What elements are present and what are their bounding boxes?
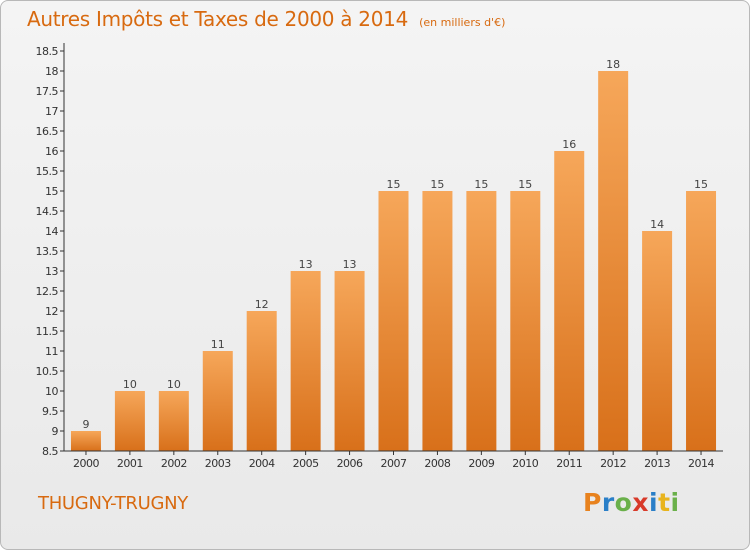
y-tick-label: 12.5 <box>36 285 59 298</box>
x-tick-label-2013: 2013 <box>644 457 670 470</box>
value-label-2002: 10 <box>167 378 181 391</box>
logo-letter: P <box>583 488 602 517</box>
bar-2007 <box>378 191 409 451</box>
value-label-2014: 15 <box>694 178 708 191</box>
x-tick-label-2006: 2006 <box>337 457 363 470</box>
value-label-2003: 11 <box>211 338 225 351</box>
y-tick-label: 14 <box>45 225 58 238</box>
y-tick-label: 10 <box>45 385 58 398</box>
bar-2004 <box>246 311 277 451</box>
x-tick-label-2003: 2003 <box>205 457 231 470</box>
value-label-2009: 15 <box>474 178 488 191</box>
y-tick-label: 9 <box>52 425 59 438</box>
proxiti-logo[interactable]: Proxiti <box>583 488 680 517</box>
y-tick-label: 16.5 <box>36 125 59 138</box>
y-tick-label: 15 <box>45 185 58 198</box>
bars-group <box>70 71 717 451</box>
y-tick-label: 14.5 <box>36 205 59 218</box>
value-labels-group: 9 10 10 11 12 13 13 15 15 15 15 16 18 14 15 <box>82 58 708 431</box>
bar-2012 <box>598 71 629 451</box>
y-tick-label: 17 <box>45 105 58 118</box>
y-tick-label: 18 <box>45 65 58 78</box>
value-label-2013: 14 <box>650 218 664 231</box>
x-tick-label-2005: 2005 <box>293 457 319 470</box>
x-tick-label-2011: 2011 <box>556 457 582 470</box>
y-tick-label: 16 <box>45 145 58 158</box>
y-tick-label: 17.5 <box>36 85 59 98</box>
x-tick-label-2004: 2004 <box>249 457 275 470</box>
commune-name: THUGNY-TRUGNY <box>38 493 189 514</box>
bar-2006 <box>334 271 365 451</box>
bar-2002 <box>158 391 189 451</box>
logo-letter: r <box>601 488 615 517</box>
y-ticks-group: 8.5 9 9.5 10 10.5 11 11.5 12 12.5 13 13.5 14 14.5 15 1… <box>36 45 64 458</box>
bar-2008 <box>422 191 453 451</box>
bar-2010 <box>510 191 541 451</box>
chart-title: Autres Impôts et Taxes de 2000 à 2014 <box>27 7 408 31</box>
logo-letter: i <box>670 488 680 517</box>
y-tick-label: 11 <box>45 345 58 358</box>
bar-2009 <box>466 191 497 451</box>
bar-2005 <box>290 271 321 451</box>
bar-2003 <box>202 351 233 451</box>
y-tick-label: 13.5 <box>36 245 59 258</box>
x-tick-label-2009: 2009 <box>468 457 494 470</box>
y-tick-label: 13 <box>45 265 58 278</box>
x-tick-label-2002: 2002 <box>161 457 187 470</box>
x-tick-label-2008: 2008 <box>424 457 450 470</box>
x-tick-label-2010: 2010 <box>512 457 538 470</box>
value-label-2004: 12 <box>255 298 269 311</box>
logo-letter: o <box>614 488 633 517</box>
value-label-2012: 18 <box>606 58 620 71</box>
value-label-2005: 13 <box>299 258 313 271</box>
logo-letter: x <box>632 488 649 517</box>
bar-2001 <box>114 391 145 451</box>
value-label-2008: 15 <box>430 178 444 191</box>
logo-letter: t <box>658 488 671 517</box>
x-ticks-group: 2000 2001 2002 2003 2004 2005 2006 2007 2008 2009… <box>73 451 715 470</box>
x-tick-label-2000: 2000 <box>73 457 99 470</box>
bar-2013 <box>642 231 673 451</box>
y-tick-label: 15.5 <box>36 165 59 178</box>
value-label-2010: 15 <box>518 178 532 191</box>
x-tick-label-2012: 2012 <box>600 457 626 470</box>
bar-2011 <box>554 151 585 451</box>
x-tick-label-2007: 2007 <box>381 457 407 470</box>
y-tick-label: 11.5 <box>36 325 59 338</box>
value-label-2006: 13 <box>343 258 357 271</box>
value-label-2001: 10 <box>123 378 137 391</box>
y-tick-label: 18.5 <box>36 45 59 58</box>
chart-subtitle: (en milliers d'€) <box>419 16 506 29</box>
bar-2000 <box>70 431 101 451</box>
y-tick-label: 12 <box>45 305 58 318</box>
chart-title-row: Autres Impôts et Taxes de 2000 à 2014 (e… <box>27 7 505 31</box>
y-tick-label: 9.5 <box>42 405 58 418</box>
value-label-2007: 15 <box>387 178 401 191</box>
y-tick-label: 10.5 <box>36 365 59 378</box>
x-tick-label-2001: 2001 <box>117 457 143 470</box>
y-tick-label: 8.5 <box>42 445 58 458</box>
logo-letter: i <box>649 488 659 517</box>
x-tick-label-2014: 2014 <box>688 457 714 470</box>
value-label-2000: 9 <box>82 418 89 431</box>
value-label-2011: 16 <box>562 138 576 151</box>
bar-2014 <box>686 191 717 451</box>
